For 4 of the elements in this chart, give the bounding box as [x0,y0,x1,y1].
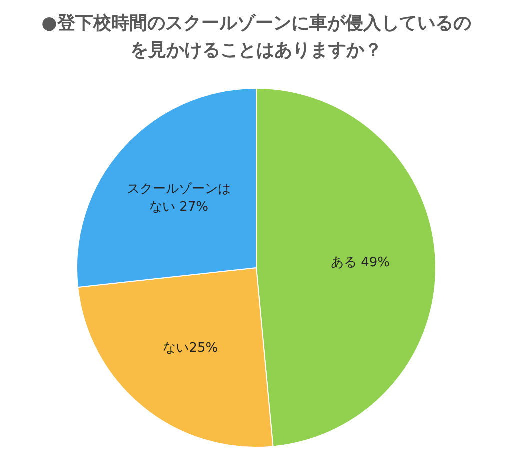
chart-title: ●登下校時間のスクールゾーンに車が侵入しているのを見かけることはありますか？ [40,12,472,63]
slice-label: ない25% [163,341,218,356]
slice-label: スクールゾーンはない 27% [126,182,231,215]
slice-label: ある 49% [330,256,390,271]
